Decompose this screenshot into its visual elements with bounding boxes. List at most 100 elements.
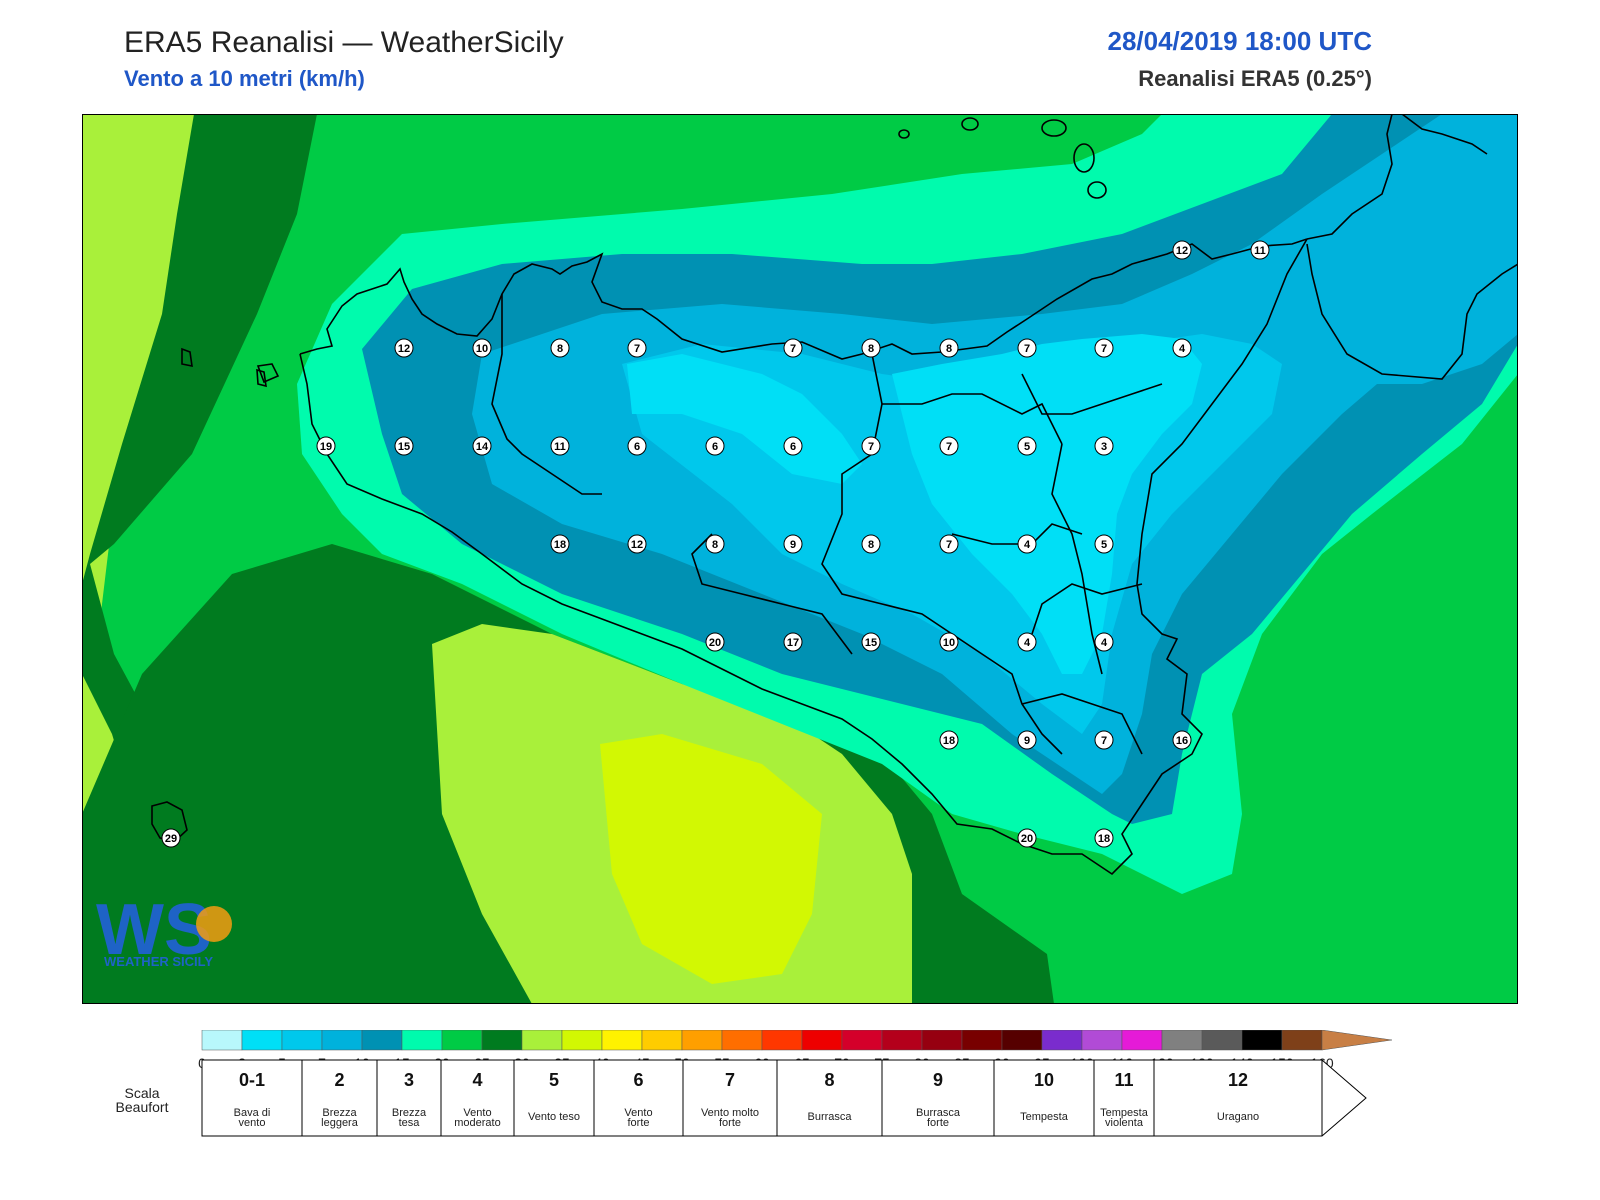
colorbar-swatch	[1201, 1030, 1243, 1051]
beaufort-number: 6	[633, 1070, 643, 1090]
beaufort-desc: leggera	[321, 1117, 359, 1129]
station-value: 12	[631, 539, 643, 551]
beaufort-number: 0-1	[239, 1070, 265, 1090]
beaufort-desc: Bava di	[234, 1107, 271, 1119]
colorbar-swatch	[441, 1030, 483, 1051]
station-marker: 19	[316, 436, 336, 456]
colorbar	[201, 1030, 1393, 1051]
station-value: 20	[1021, 833, 1033, 845]
station-marker: 29	[161, 828, 181, 848]
beaufort-desc: forte	[719, 1117, 741, 1129]
colorbar-swatch	[281, 1030, 323, 1051]
colorbar-swatch	[921, 1030, 963, 1051]
station-marker: 3	[1094, 436, 1114, 456]
beaufort-number: 8	[824, 1070, 834, 1090]
colorbar-swatch	[201, 1030, 243, 1051]
station-marker: 7	[627, 338, 647, 358]
station-marker: 9	[783, 534, 803, 554]
colorbar-swatch	[641, 1030, 683, 1051]
station-marker: 11	[550, 436, 570, 456]
beaufort-cell: 8 Burrasca	[776, 1059, 883, 1137]
beaufort-cell: 12 Uragano	[1153, 1059, 1367, 1137]
colorbar-swatch	[241, 1030, 283, 1051]
beaufort-number: 12	[1228, 1070, 1248, 1090]
station-value: 6	[712, 441, 718, 453]
station-value: 12	[1176, 245, 1188, 257]
station-value: 4	[1024, 539, 1031, 551]
station-value: 7	[1101, 735, 1107, 747]
station-marker: 11	[1250, 240, 1270, 260]
colorbar-swatch	[1001, 1030, 1043, 1051]
station-marker: 10	[472, 338, 492, 358]
beaufort-desc: Burrasca	[916, 1107, 961, 1119]
coastline	[299, 238, 1308, 876]
station-marker: 5	[1017, 436, 1037, 456]
station-marker: 8	[939, 338, 959, 358]
beaufort-cell: 10 Tempesta	[993, 1059, 1095, 1137]
station-marker: 17	[783, 632, 803, 652]
beaufort-desc: Tempesta	[1020, 1111, 1069, 1123]
colorbar-swatch	[361, 1030, 403, 1051]
colorbar-swatch	[801, 1030, 843, 1051]
beaufort-desc: Vento molto	[701, 1107, 759, 1119]
station-value: 12	[398, 343, 410, 355]
colorbar-swatch	[841, 1030, 883, 1051]
beaufort-cell: 5 Vento teso	[513, 1059, 595, 1137]
beaufort-number: 3	[404, 1070, 414, 1090]
station-value: 10	[476, 343, 488, 355]
colorbar-swatch	[681, 1030, 723, 1051]
station-marker: 16	[1172, 730, 1192, 750]
colorbar-swatch	[401, 1030, 443, 1051]
station-value: 10	[943, 637, 955, 649]
station-value: 4	[1024, 637, 1031, 649]
beaufort-desc: Vento teso	[528, 1111, 580, 1123]
egadi-islands	[151, 347, 280, 843]
station-marker: 4	[1094, 632, 1114, 652]
colorbar-swatch	[961, 1030, 1003, 1051]
station-marker: 7	[861, 436, 881, 456]
station-marker: 18	[1094, 828, 1114, 848]
logo-caption: WEATHER SICILY	[104, 954, 213, 969]
beaufort-desc: tesa	[399, 1117, 421, 1129]
beaufort-number: 4	[472, 1070, 482, 1090]
station-values: 12 11 12 10 8 7 7 8 8 7 7 4 19 15 14 11 6 6 6 7 7 5 3 18 12 8 9 8 7 4…	[161, 240, 1270, 848]
colorbar-swatch	[1281, 1030, 1323, 1051]
station-marker: 7	[1094, 338, 1114, 358]
station-value: 19	[320, 441, 332, 453]
station-marker: 15	[861, 632, 881, 652]
station-value: 7	[868, 441, 874, 453]
station-marker: 12	[1172, 240, 1192, 260]
beaufort-number: 9	[933, 1070, 943, 1090]
beaufort-number: 10	[1034, 1070, 1054, 1090]
logo-mark: WS	[96, 890, 212, 970]
station-value: 8	[868, 539, 874, 551]
calabria-coast	[1306, 114, 1518, 380]
station-marker: 8	[861, 338, 881, 358]
wind-map: 12 11 12 10 8 7 7 8 8 7 7 4 19 15 14 11 6 6 6 7 7 5 3 18 12 8 9 8 7 4…	[82, 114, 1518, 1004]
weathersicily-logo: WS WEATHER SICILY	[96, 890, 232, 970]
station-marker: 14	[472, 436, 492, 456]
station-marker: 4	[1017, 534, 1037, 554]
station-value: 7	[1024, 343, 1030, 355]
station-marker: 18	[939, 730, 959, 750]
station-value: 18	[1098, 833, 1110, 845]
colorbar-swatch	[1321, 1030, 1393, 1051]
station-marker: 18	[550, 534, 570, 554]
beaufort-desc: forte	[627, 1117, 649, 1129]
colorbar-swatch	[1241, 1030, 1283, 1051]
beaufort-desc: moderato	[454, 1117, 500, 1129]
station-marker: 20	[705, 632, 725, 652]
beaufort-desc: vento	[239, 1117, 266, 1129]
colorbar-swatch	[601, 1030, 643, 1051]
station-value: 3	[1101, 441, 1107, 453]
beaufort-desc: Brezza	[392, 1107, 427, 1119]
station-marker: 8	[550, 338, 570, 358]
beaufort-desc: Vento	[463, 1107, 491, 1119]
wind-field	[82, 114, 1518, 1004]
station-value: 8	[868, 343, 874, 355]
sun-icon	[196, 906, 232, 942]
beaufort-number: 2	[334, 1070, 344, 1090]
